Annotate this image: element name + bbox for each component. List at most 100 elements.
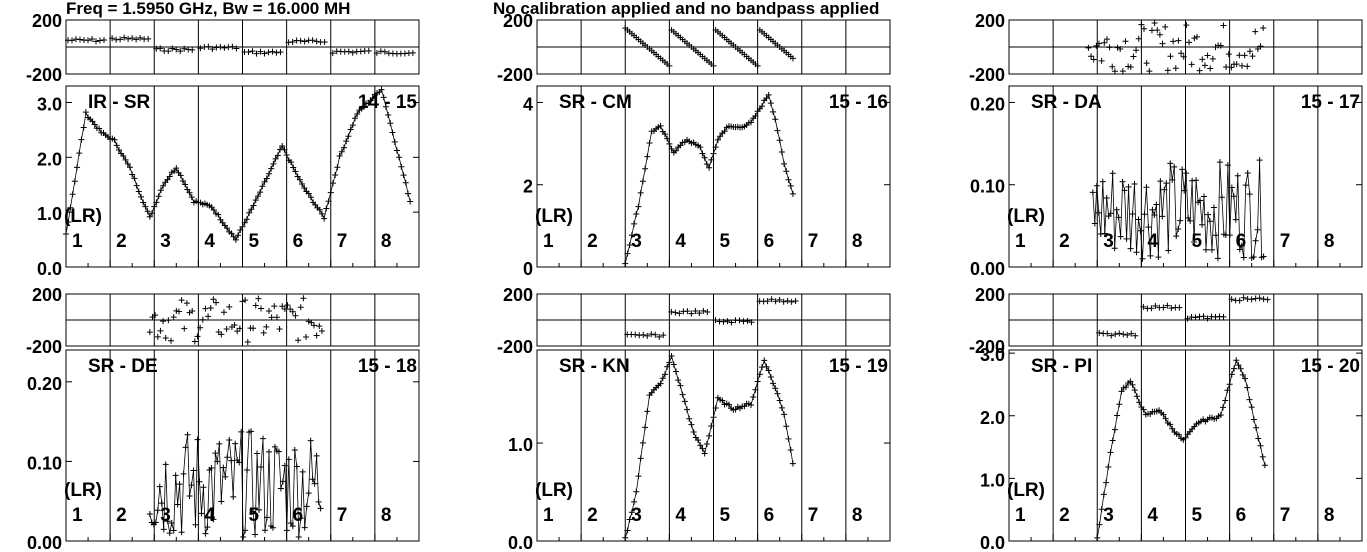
data-point-marker [1140, 406, 1147, 413]
data-point-marker [1137, 227, 1144, 234]
data-point-marker [1098, 506, 1105, 513]
data-point-marker [1120, 331, 1127, 338]
amplitude-tick-label: 0.10 [970, 177, 1005, 197]
if-number-label: 2 [1059, 505, 1070, 526]
data-point-marker [1169, 425, 1176, 432]
data-point-marker [223, 326, 230, 333]
data-point-marker [352, 115, 359, 122]
phase-tick-label: 200 [975, 285, 1005, 305]
data-point-marker [1212, 232, 1219, 239]
data-point-marker [1254, 226, 1261, 233]
data-point-marker [309, 476, 316, 483]
data-point-marker [305, 318, 312, 325]
data-point-marker [1255, 435, 1262, 442]
data-point-marker [1172, 65, 1179, 72]
data-point-marker [668, 308, 675, 315]
data-point-marker [138, 193, 145, 200]
data-point-marker [398, 163, 405, 170]
data-point-marker [318, 328, 325, 335]
data-point-marker [1180, 53, 1187, 60]
data-point-marker [345, 133, 352, 140]
data-point-marker [754, 62, 761, 69]
if-number-label: 8 [852, 505, 863, 526]
if-number-label: 6 [1236, 505, 1247, 526]
data-point-marker [1231, 365, 1238, 372]
data-point-marker [207, 305, 214, 312]
data-point-marker [77, 36, 83, 43]
data-point-marker [82, 109, 89, 116]
data-point-marker [639, 439, 646, 446]
data-point-marker [1222, 397, 1229, 404]
data-point-marker [93, 38, 99, 45]
data-point-marker [142, 203, 149, 210]
data-point-marker [122, 156, 129, 163]
data-point-marker [213, 44, 220, 51]
data-point-marker [182, 181, 189, 188]
data-point-marker [80, 124, 87, 131]
data-point-marker [1230, 193, 1237, 200]
data-point-marker [626, 516, 633, 523]
data-point-marker [628, 232, 635, 239]
data-point-marker [347, 126, 354, 133]
data-point-marker [277, 49, 284, 56]
data-point-marker [699, 150, 706, 157]
data-point-marker [712, 317, 719, 324]
data-point-marker [1085, 44, 1092, 51]
data-point-marker [389, 129, 396, 136]
data-point-marker [340, 144, 347, 151]
data-point-marker [78, 136, 85, 143]
data-point-marker [124, 160, 131, 167]
data-point-marker [209, 46, 216, 53]
data-point-marker [255, 295, 262, 302]
data-point-marker [249, 48, 256, 55]
data-point-marker [1148, 27, 1155, 34]
data-point-marker [380, 94, 387, 101]
data-point-marker [652, 331, 659, 338]
data-point-marker [1109, 63, 1116, 70]
data-point-marker [289, 39, 296, 46]
data-point-marker [248, 428, 255, 435]
data-point-marker [657, 122, 664, 129]
data-point-marker [237, 226, 244, 233]
data-point-marker [706, 432, 713, 439]
data-point-marker [1094, 534, 1101, 541]
data-point-marker [396, 154, 403, 161]
data-point-marker [292, 312, 299, 319]
data-point-marker [1204, 52, 1211, 59]
data-point-marker [666, 62, 673, 69]
data-point-marker [165, 48, 172, 55]
data-point-marker [180, 470, 187, 477]
data-point-marker [233, 45, 240, 52]
data-point-marker [258, 305, 265, 312]
data-point-marker [154, 333, 161, 340]
data-point-marker [748, 119, 755, 126]
data-point-marker [299, 468, 306, 475]
data-point-marker [1133, 249, 1140, 256]
data-point-marker [728, 319, 735, 326]
if-number-label: 2 [587, 231, 598, 252]
data-point-marker [184, 431, 191, 438]
data-point-marker [1106, 44, 1113, 51]
data-point-marker [770, 108, 777, 115]
data-point-marker [664, 363, 671, 370]
data-point-marker [188, 482, 195, 489]
data-point-marker [226, 303, 233, 310]
data-point-marker [224, 454, 231, 461]
data-point-marker [646, 139, 653, 146]
data-point-marker [1214, 255, 1221, 262]
data-point-marker [699, 445, 706, 452]
data-point-marker [1103, 195, 1110, 202]
phase-tick-label: -200 [497, 337, 533, 357]
data-point-marker [1186, 39, 1193, 46]
data-point-marker [257, 189, 264, 196]
data-point-marker [1155, 254, 1162, 261]
data-point-marker [154, 507, 161, 514]
data-point-marker [688, 310, 695, 317]
data-point-marker [628, 509, 635, 516]
data-point-marker [1147, 252, 1154, 259]
data-point-marker [686, 415, 693, 422]
data-point-marker [1233, 61, 1240, 68]
data-point-marker [1153, 201, 1160, 208]
data-point-marker [301, 38, 308, 45]
data-point-marker [1191, 35, 1198, 42]
